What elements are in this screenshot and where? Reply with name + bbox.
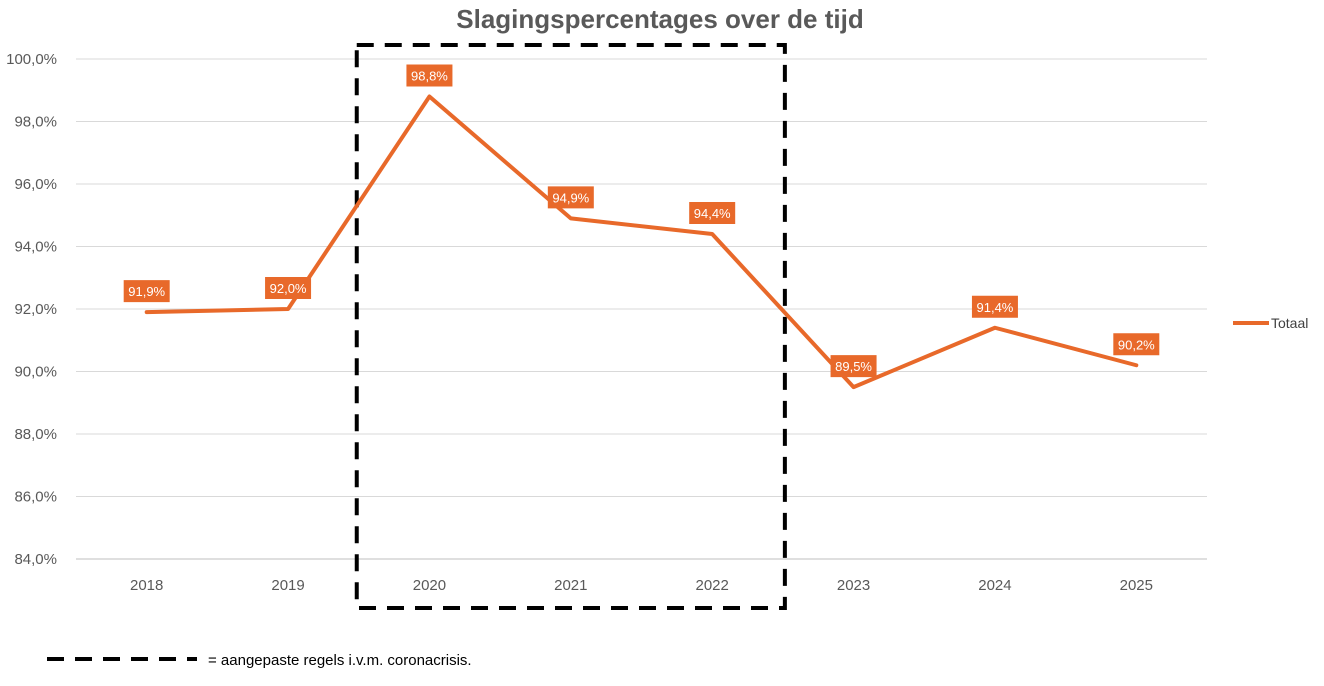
x-tick-label: 2025 (1120, 577, 1153, 594)
data-label-box (547, 186, 594, 209)
x-tick-label: 2021 (554, 577, 587, 594)
y-tick-label: 96,0% (14, 176, 57, 193)
data-label-box (830, 355, 877, 378)
x-tick-label: 2023 (837, 577, 870, 594)
data-label: 90,2% (1118, 337, 1155, 352)
data-label: 98,8% (411, 69, 448, 84)
corona-period-highlight-box (354, 43, 787, 610)
x-tick-label: 2019 (271, 577, 304, 594)
y-tick-label: 90,0% (14, 364, 57, 381)
chart-title: Slagingspercentages over de tijd (456, 4, 863, 34)
series-line (144, 94, 1139, 390)
data-label: 89,5% (835, 359, 872, 374)
y-tick-label: 92,0% (14, 301, 57, 318)
annotation: = aangepaste regels i.v.m. coronacrisis. (47, 652, 472, 669)
data-label-box (406, 64, 453, 87)
data-label-box (265, 277, 312, 299)
y-tick-label: 98,0% (14, 114, 57, 131)
y-tick-label: 100,0% (6, 51, 57, 68)
data-label-box (689, 202, 736, 224)
data-label: 91,4% (977, 300, 1014, 315)
data-label: 94,4% (694, 206, 731, 221)
y-tick-label: 94,0% (14, 239, 57, 256)
data-label-box (123, 280, 170, 303)
y-tick-label: 84,0% (14, 551, 57, 568)
data-label: 94,9% (552, 190, 589, 205)
x-tick-label: 2018 (130, 577, 163, 594)
x-tick-label: 2020 (413, 577, 446, 594)
series-totaal (144, 94, 1139, 390)
data-label: 92,0% (270, 281, 307, 296)
x-axis-ticks: 2018 2019 2020 2021 2022 2023 2024 2025 (130, 577, 1153, 594)
x-tick-label: 2024 (978, 577, 1011, 594)
legend: Totaal (1233, 315, 1308, 331)
annotation-text: = aangepaste regels i.v.m. coronacrisis. (208, 652, 472, 669)
data-label-box (971, 295, 1018, 318)
data-labels: 91,9% 92,0% 98,8% 94,9% 94,4% 89,5% 91,4% 90,2% (123, 64, 1160, 378)
y-tick-label: 88,0% (14, 426, 57, 443)
data-label: 91,9% (128, 284, 165, 299)
y-tick-label: 86,0% (14, 489, 57, 506)
x-tick-label: 2022 (696, 577, 729, 594)
legend-label-totaal: Totaal (1271, 315, 1308, 331)
y-axis-ticks: 84,0% 86,0% 88,0% 90,0% 92,0% 94,0% 96,0% 98,0%… (6, 51, 57, 568)
data-label-box (1113, 333, 1160, 356)
